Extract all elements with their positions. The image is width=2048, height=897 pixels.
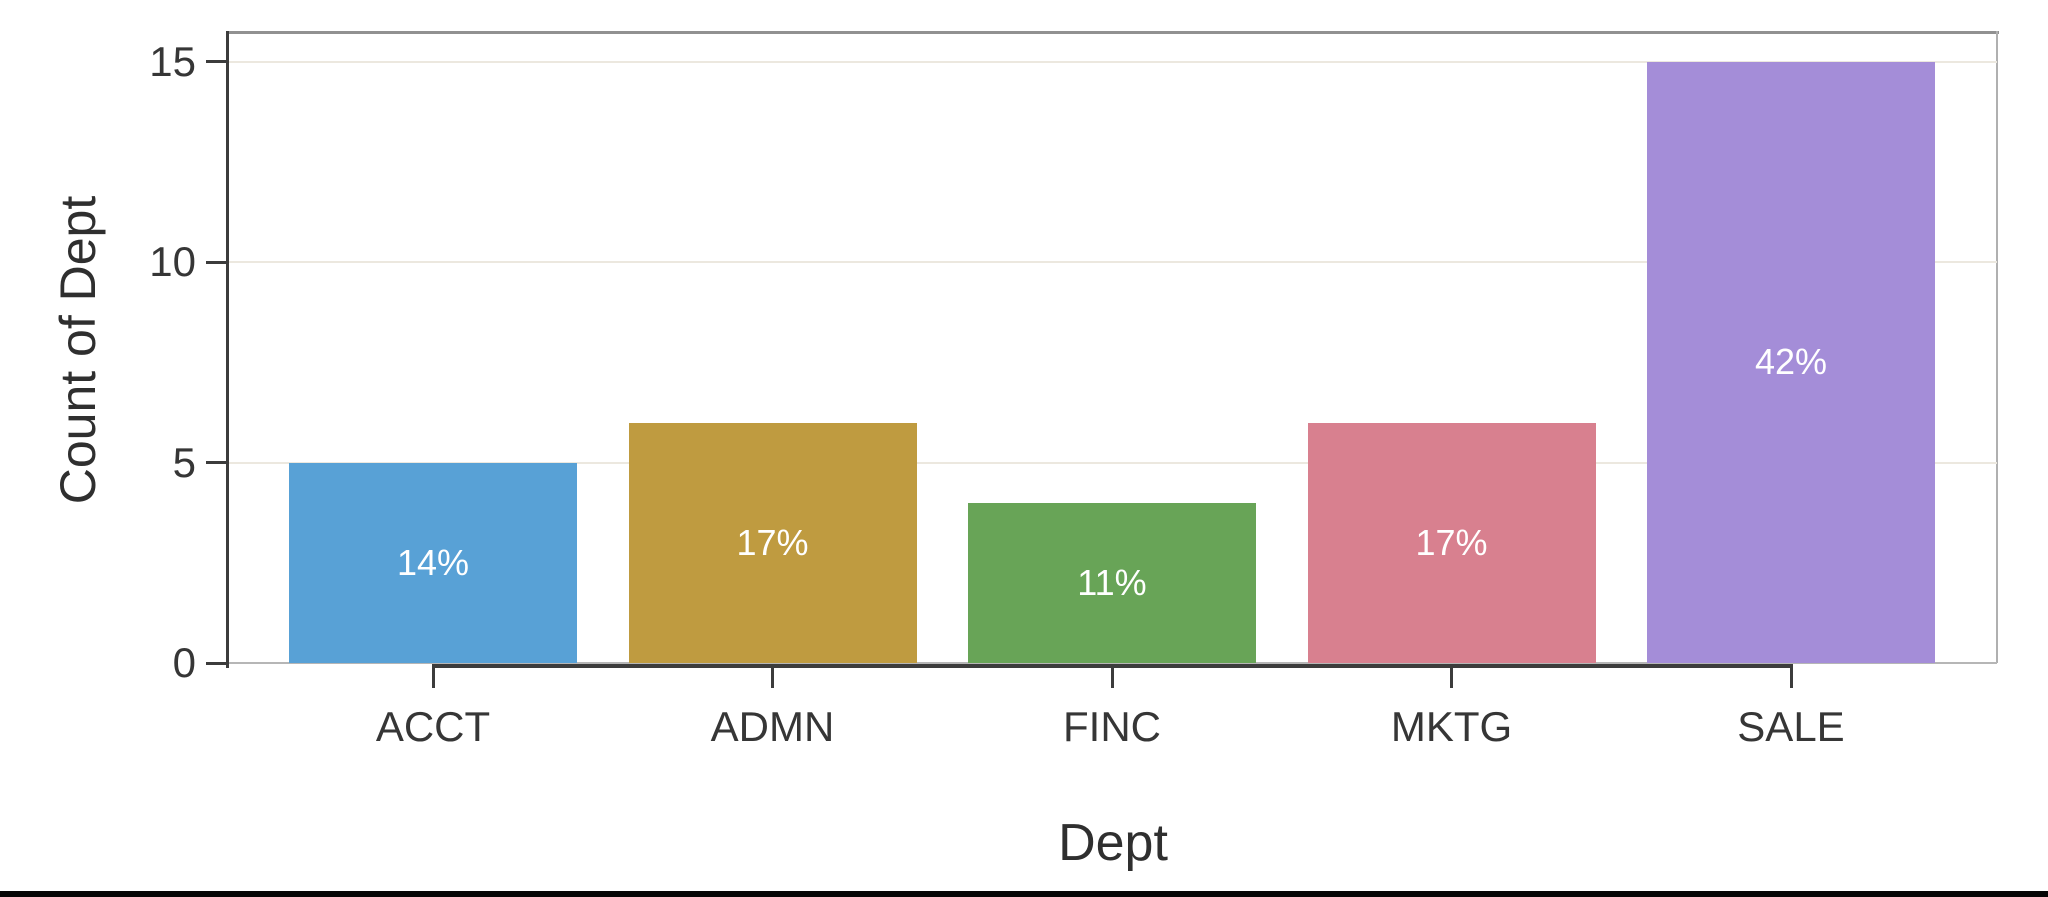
x-tick-sale	[1789, 664, 1793, 688]
y-tick-label-15: 15	[149, 37, 196, 85]
bar-acct: 14%	[289, 462, 577, 663]
bar-label-finc: 11%	[1077, 561, 1147, 603]
gridline-10	[229, 261, 1997, 264]
bar-finc: 11%	[968, 502, 1256, 663]
bar-label-acct: 14%	[396, 541, 470, 583]
x-tick-label-acct: ACCT	[375, 703, 491, 750]
gridline-15	[229, 60, 1997, 63]
bar-admn: 17%	[628, 422, 917, 663]
x-axis-baseline	[228, 662, 1997, 664]
x-tick-mktg	[1450, 664, 1453, 688]
bar-mktg: 17%	[1307, 422, 1596, 663]
y-tick-label-10: 10	[149, 238, 196, 286]
x-tick-label-mktg: MKTG	[1390, 703, 1513, 750]
x-axis-title: Dept	[1058, 814, 1168, 872]
x-tick-acct	[431, 664, 435, 688]
y-axis-title: Count of Dept	[50, 195, 106, 505]
x-tick-label-admn: ADMN	[710, 703, 835, 750]
bottom-edge-strip	[0, 891, 2048, 897]
bar-sale: 42%	[1647, 61, 1935, 663]
y-axis-line	[226, 31, 229, 668]
plot-top-border	[228, 31, 1999, 34]
y-tick-label-0: 0	[172, 639, 196, 686]
y-tick-0	[206, 661, 227, 665]
x-tick-label-sale: SALE	[1737, 703, 1845, 750]
bar-label-admn: 17%	[736, 521, 809, 563]
y-tick-15	[206, 60, 227, 64]
bar-label-mktg: 17%	[1415, 521, 1488, 563]
y-tick-label-5: 5	[172, 438, 196, 486]
x-tick-admn	[771, 664, 774, 688]
gridline-5	[229, 461, 1997, 464]
x-tick-finc	[1110, 664, 1114, 688]
bar-label-sale: 42%	[1754, 341, 1828, 383]
y-tick-10	[206, 260, 227, 264]
plot-right-border	[1996, 31, 1998, 663]
y-tick-5	[206, 461, 227, 465]
x-tick-label-finc: FINC	[1063, 703, 1161, 750]
